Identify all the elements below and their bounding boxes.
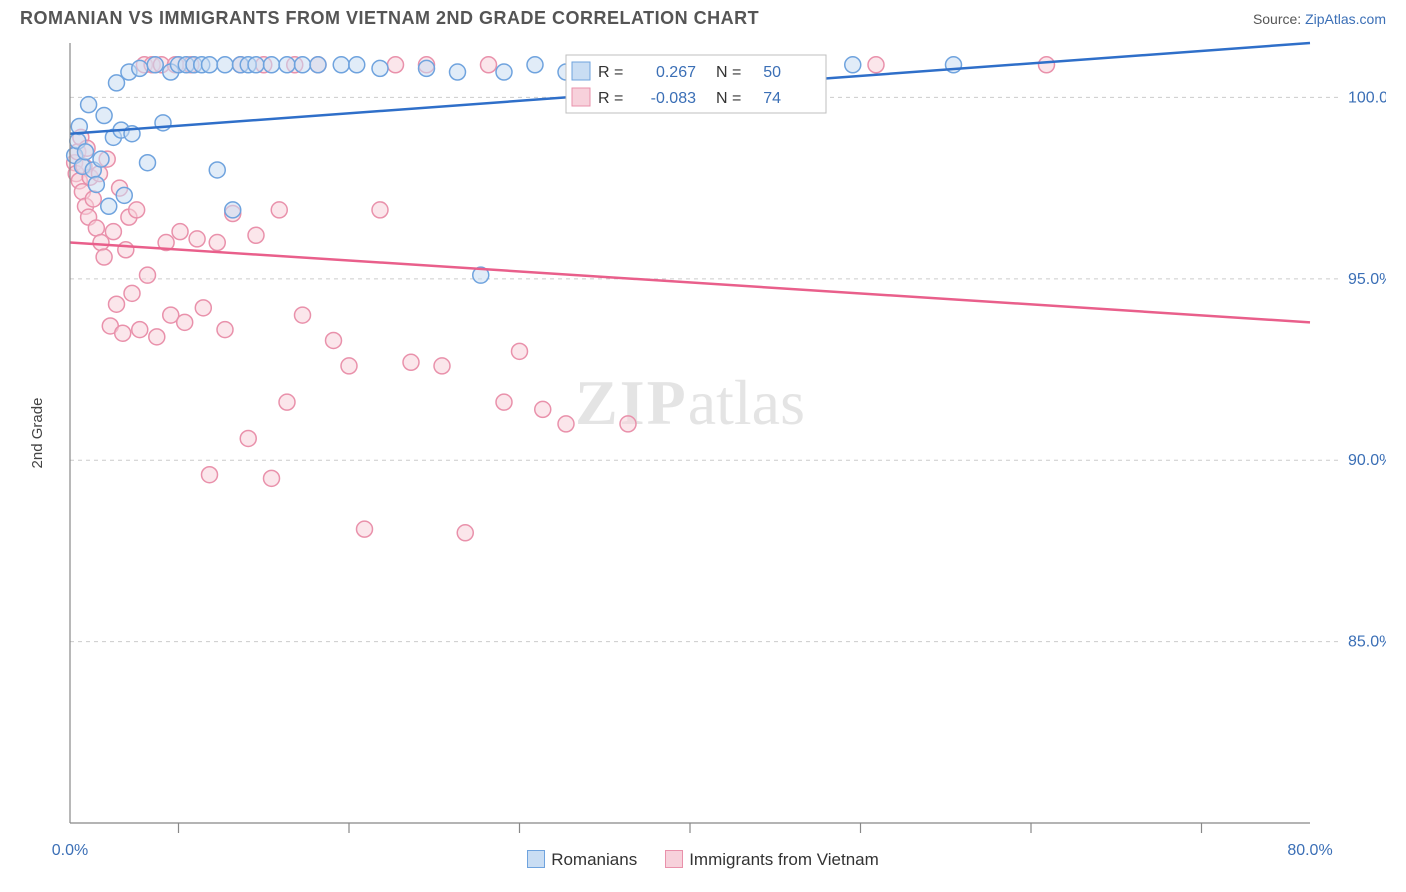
legend-label-vietnam: Immigrants from Vietnam: [689, 850, 879, 869]
ytick-label: 95.0%: [1348, 271, 1386, 288]
stats-N-value: 74: [763, 90, 781, 107]
data-point: [457, 525, 473, 541]
data-point: [116, 187, 132, 203]
stats-swatch: [572, 62, 590, 80]
bottom-legend: Romanians Immigrants from Vietnam: [20, 850, 1386, 870]
chart-title: ROMANIAN VS IMMIGRANTS FROM VIETNAM 2ND …: [20, 8, 759, 29]
ytick-label: 100.0%: [1348, 89, 1386, 106]
stats-R-label: R =: [598, 90, 623, 107]
data-point: [88, 176, 104, 192]
data-point: [202, 57, 218, 73]
stats-R-value: -0.083: [651, 90, 696, 107]
data-point: [105, 224, 121, 240]
data-point: [248, 227, 264, 243]
data-point: [88, 220, 104, 236]
data-point: [372, 60, 388, 76]
data-point: [189, 231, 205, 247]
data-point: [295, 307, 311, 323]
data-point: [225, 202, 241, 218]
stats-R-value: 0.267: [656, 64, 696, 81]
data-point: [118, 242, 134, 258]
data-point: [372, 202, 388, 218]
data-point: [419, 60, 435, 76]
data-point: [209, 162, 225, 178]
data-point: [217, 322, 233, 338]
data-point: [96, 249, 112, 265]
data-point: [271, 202, 287, 218]
data-point: [129, 202, 145, 218]
legend-swatch-romanians: [527, 850, 545, 868]
data-point: [132, 60, 148, 76]
data-point: [264, 57, 280, 73]
data-point: [248, 57, 264, 73]
data-point: [177, 314, 193, 330]
data-point: [357, 521, 373, 537]
watermark: ZIPatlas: [575, 367, 805, 438]
stats-N-label: N =: [716, 90, 741, 107]
data-point: [209, 235, 225, 251]
data-point: [326, 332, 342, 348]
data-point: [195, 300, 211, 316]
data-point: [101, 198, 117, 214]
correlation-scatter-chart: 85.0%90.0%95.0%100.0%ZIPatlas0.0%80.0%2n…: [20, 33, 1386, 873]
data-point: [558, 416, 574, 432]
data-point: [149, 329, 165, 345]
data-point: [868, 57, 884, 73]
data-point: [115, 325, 131, 341]
data-point: [96, 108, 112, 124]
source-prefix: Source:: [1253, 11, 1305, 27]
source-link[interactable]: ZipAtlas.com: [1305, 11, 1386, 27]
data-point: [1039, 57, 1055, 73]
ytick-label: 85.0%: [1348, 634, 1386, 651]
data-point: [527, 57, 543, 73]
data-point: [535, 401, 551, 417]
data-point: [240, 430, 256, 446]
data-point: [333, 57, 349, 73]
data-point: [620, 416, 636, 432]
data-point: [124, 285, 140, 301]
title-bar: ROMANIAN VS IMMIGRANTS FROM VIETNAM 2ND …: [0, 0, 1406, 33]
stats-R-label: R =: [598, 64, 623, 81]
trend-line: [70, 243, 1310, 323]
data-point: [310, 57, 326, 73]
data-point: [481, 57, 497, 73]
legend-item-vietnam: Immigrants from Vietnam: [665, 850, 879, 870]
data-point: [140, 155, 156, 171]
data-point: [78, 144, 94, 160]
data-point: [264, 470, 280, 486]
data-point: [388, 57, 404, 73]
data-point: [279, 57, 295, 73]
data-point: [140, 267, 156, 283]
stats-N-value: 50: [763, 64, 781, 81]
ytick-label: 90.0%: [1348, 452, 1386, 469]
legend-swatch-vietnam: [665, 850, 683, 868]
source-text: Source: ZipAtlas.com: [1253, 11, 1386, 27]
data-point: [85, 191, 101, 207]
data-point: [172, 224, 188, 240]
data-point: [341, 358, 357, 374]
data-point: [403, 354, 419, 370]
stats-swatch: [572, 88, 590, 106]
data-point: [132, 322, 148, 338]
data-point: [450, 64, 466, 80]
data-point: [295, 57, 311, 73]
data-point: [202, 467, 218, 483]
legend-label-romanians: Romanians: [551, 850, 637, 869]
data-point: [845, 57, 861, 73]
data-point: [349, 57, 365, 73]
data-point: [434, 358, 450, 374]
chart-container: 85.0%90.0%95.0%100.0%ZIPatlas0.0%80.0%2n…: [20, 33, 1386, 873]
data-point: [279, 394, 295, 410]
legend-item-romanians: Romanians: [527, 850, 637, 870]
data-point: [496, 394, 512, 410]
data-point: [217, 57, 233, 73]
y-axis-label: 2nd Grade: [29, 398, 46, 469]
data-point: [93, 151, 109, 167]
stats-N-label: N =: [716, 64, 741, 81]
data-point: [81, 97, 97, 113]
data-point: [109, 296, 125, 312]
data-point: [496, 64, 512, 80]
data-point: [147, 57, 163, 73]
data-point: [512, 343, 528, 359]
